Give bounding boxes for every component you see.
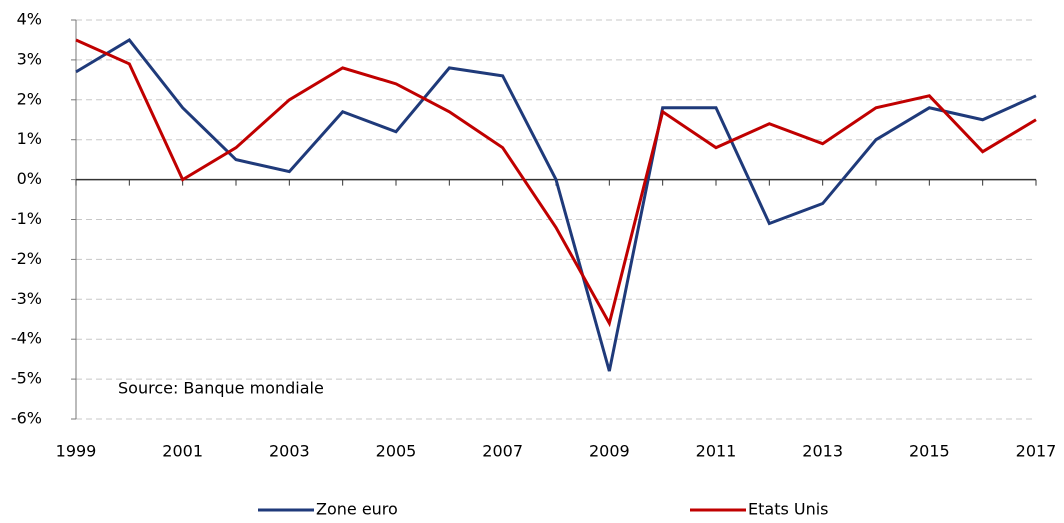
x-tick-label: 2005 xyxy=(376,442,417,461)
y-tick-label: 0% xyxy=(17,169,42,188)
legend-label: Zone euro xyxy=(316,500,398,519)
y-tick-label: 2% xyxy=(17,89,42,108)
y-tick-label: -5% xyxy=(11,369,42,388)
y-tick-label: -4% xyxy=(11,329,42,348)
y-tick-label: 1% xyxy=(17,129,42,148)
x-tick-label: 2007 xyxy=(482,442,523,461)
x-tick-label: 2011 xyxy=(696,442,737,461)
x-tick-label: 1999 xyxy=(56,442,97,461)
x-tick-label: 2001 xyxy=(162,442,203,461)
series-line xyxy=(75,37,1037,372)
annotation: Source: Banque mondiale xyxy=(118,379,324,398)
y-tick-label: 4% xyxy=(17,10,42,29)
x-tick-label: 2003 xyxy=(269,442,310,461)
x-tick-label: 2009 xyxy=(589,442,630,461)
x-tick-label: 2013 xyxy=(802,442,843,461)
legend-label: Etats Unis xyxy=(748,500,829,519)
y-tick-label: -3% xyxy=(11,289,42,308)
x-tick-label: 2015 xyxy=(909,442,950,461)
y-tick-label: -2% xyxy=(11,249,42,268)
y-tick-label: -6% xyxy=(11,409,42,428)
x-tick-label: 2017 xyxy=(1016,442,1057,461)
series-line xyxy=(75,38,1037,328)
y-tick-label: 3% xyxy=(17,49,42,68)
y-tick-label: -1% xyxy=(11,209,42,228)
